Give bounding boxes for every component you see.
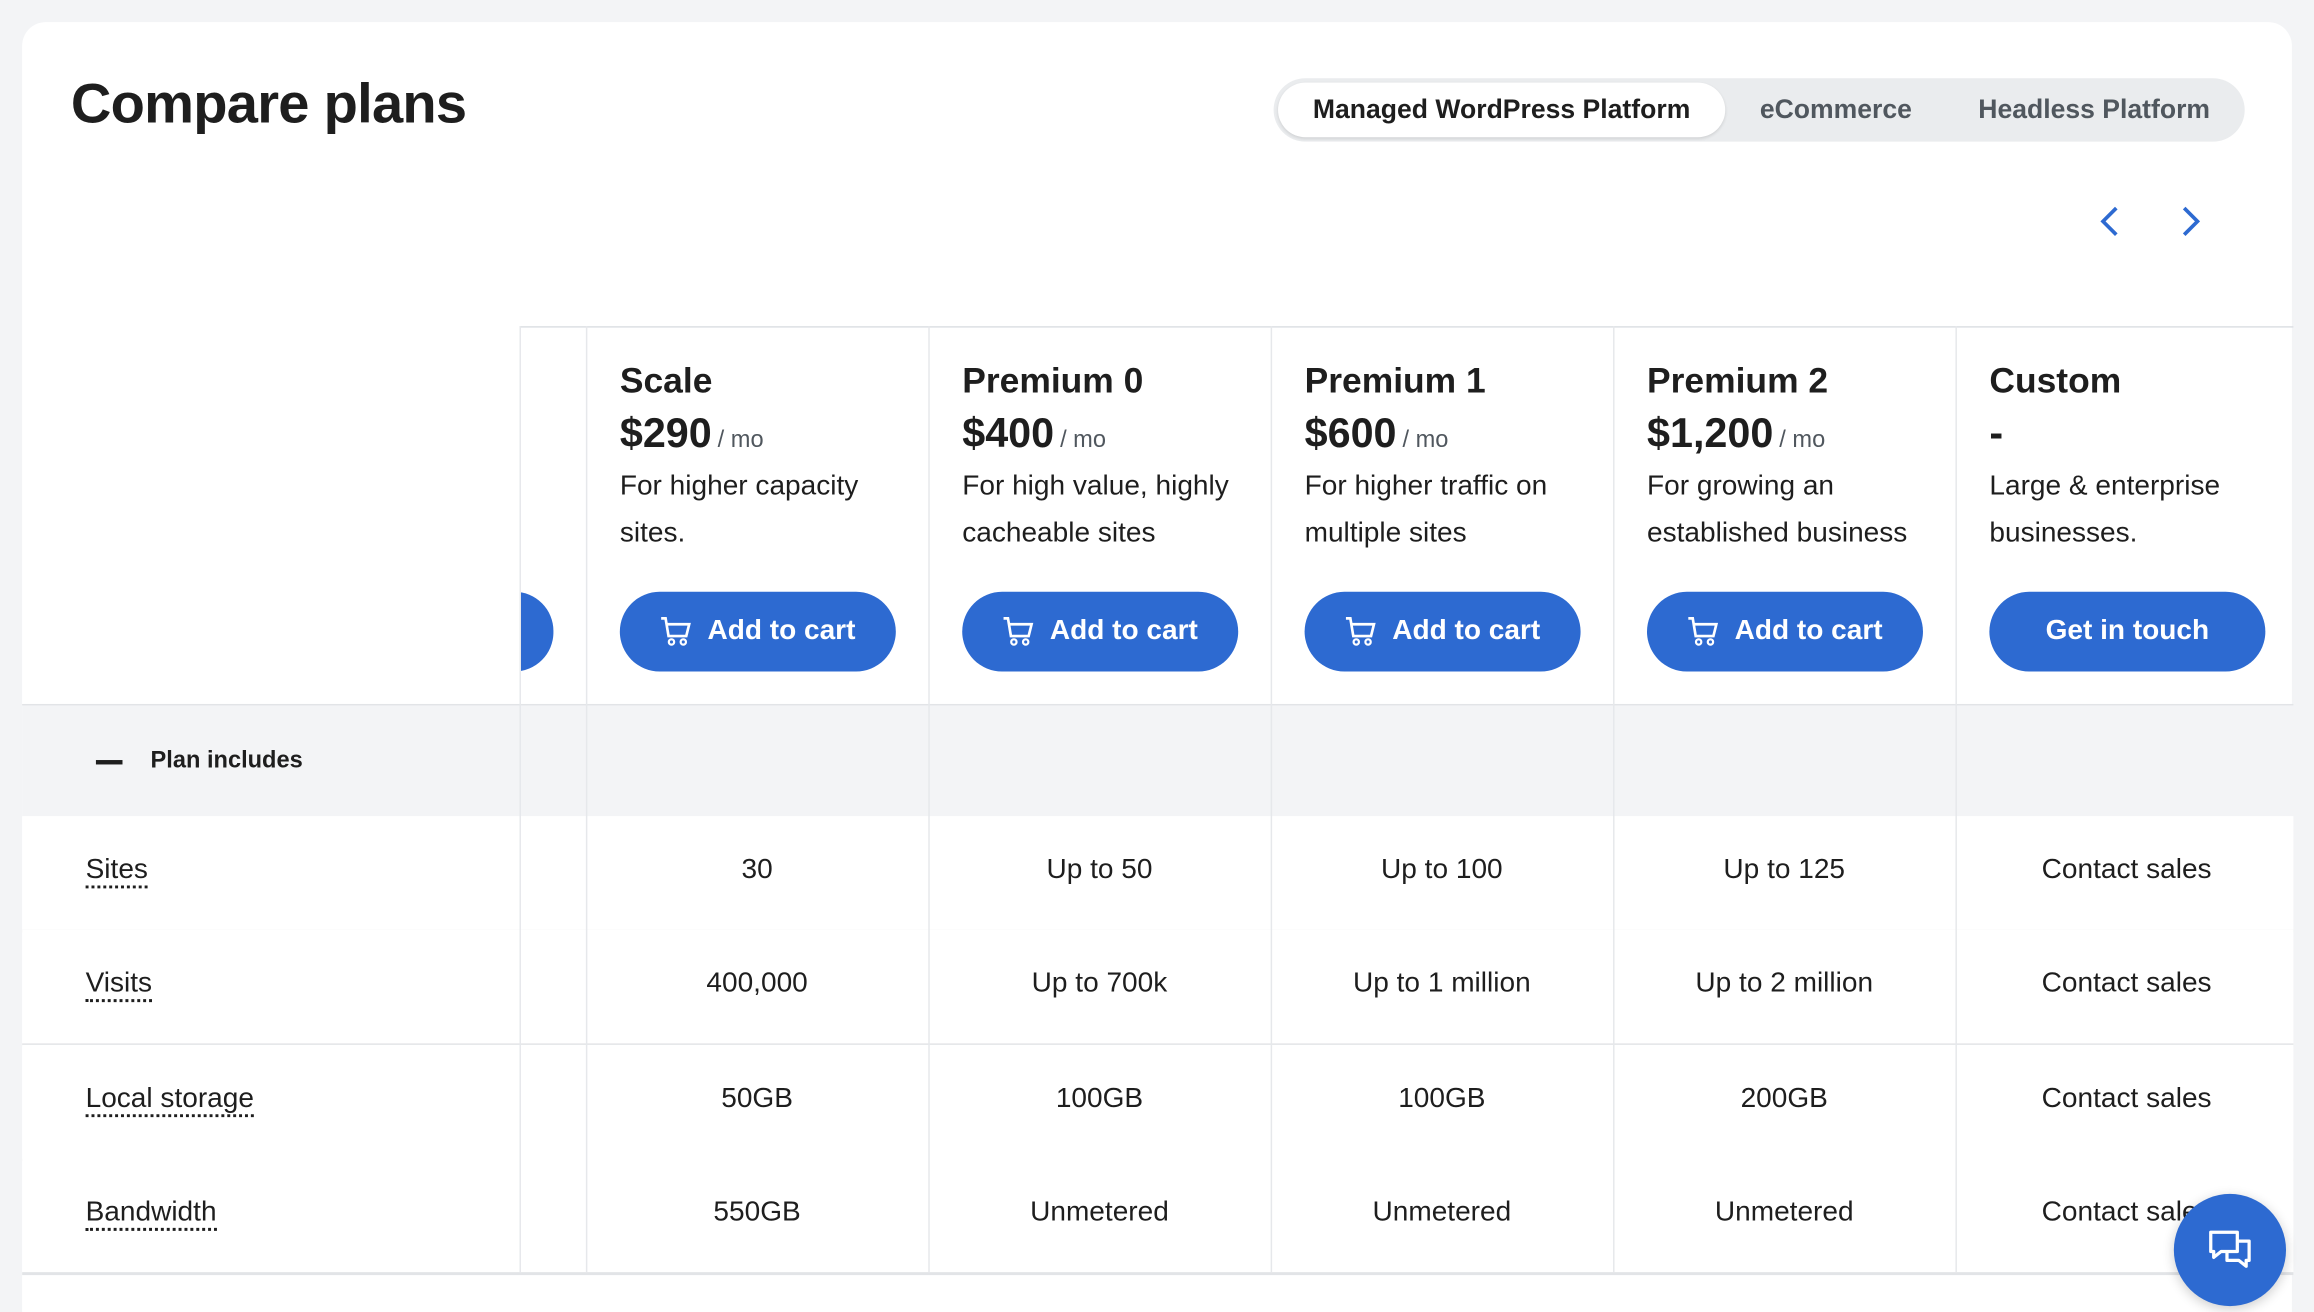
add-to-cart-button[interactable]: Add to cart [619, 591, 896, 672]
section-label: Plan includes [150, 748, 303, 774]
plan-description: For higher capacity sites. [619, 470, 859, 549]
table-cell: 30 [741, 854, 773, 886]
chat-button[interactable] [2173, 1193, 2287, 1307]
table-cell: Unmetered [1030, 1196, 1169, 1228]
cart-icon [661, 617, 692, 646]
divider [519, 326, 521, 1273]
table-cell: 200GB [1740, 1083, 1828, 1115]
add-to-cart-button[interactable]: Add to cart [1646, 591, 1923, 672]
row-label[interactable]: Sites [85, 855, 148, 889]
table-cell: 400,000 [706, 968, 808, 1000]
tab-managed-wordpress[interactable]: Managed WordPress Platform [1278, 82, 1726, 138]
row-label[interactable]: Bandwidth [85, 1198, 217, 1231]
button-label: Add to cart [1734, 615, 1883, 647]
divider [1955, 326, 1957, 1273]
table-cell: Up to 125 [1723, 854, 1846, 886]
tab-headless[interactable]: Headless Platform [1978, 94, 2211, 124]
plan-premium-2: Premium 2 $1,200/ mo For growing an esta… [1613, 328, 1955, 704]
row-label[interactable]: Local storage [85, 1084, 254, 1118]
tab-ecommerce[interactable]: eCommerce [1759, 94, 1912, 124]
plan-name: Custom [1989, 361, 2122, 402]
plan-name: Scale [619, 361, 713, 402]
table-row: Visits 400,000 Up to 700k Up to 1 million Up… [22, 929, 2294, 1047]
divider [1270, 326, 1273, 1273]
chevron-left-icon[interactable] [2091, 202, 2129, 240]
table-row: Sites 30 Up to 50 Up to 100 Up to 125 Contact… [22, 816, 2294, 933]
plan-name: Premium 1 [1304, 361, 1486, 402]
plan-period: / mo [1060, 427, 1106, 454]
plan-premium-1: Premium 1 $600/ mo For higher traffic on… [1271, 328, 1613, 704]
button-label: Add to cart [707, 615, 856, 647]
button-label: Add to cart [1049, 615, 1198, 647]
table-cell: Up to 700k [1031, 968, 1168, 1000]
get-in-touch-button[interactable]: Get in touch [1989, 591, 2266, 672]
table-cell: Up to 100 [1381, 854, 1503, 886]
table-cell: Up to 1 million [1353, 968, 1531, 1000]
cart-icon [1346, 617, 1377, 646]
table-row: Bandwidth 550GB Unmetered Unmetered Unmetere… [22, 1158, 2294, 1276]
plan-description: For high value, highly cacheable sites [962, 470, 1229, 549]
table-row: Local storage 50GB 100GB 100GB 200GB Contact … [22, 1044, 2294, 1162]
divider [1613, 326, 1615, 1273]
table-cell: Unmetered [1714, 1196, 1854, 1228]
plan-price: $290 [619, 410, 712, 457]
table-cell: Up to 50 [1046, 854, 1153, 886]
plan-period: / mo [1402, 427, 1449, 454]
plan-description: Large & enterprise businesses. [1989, 470, 2221, 549]
table-cell: 100GB [1398, 1083, 1486, 1115]
plan-description: For higher traffic on multiple sites [1304, 470, 1548, 549]
divider [585, 326, 588, 1273]
plan-includes-toggle[interactable]: Plan includes [22, 703, 2294, 818]
cart-icon [1004, 617, 1034, 646]
plan-period: / mo [717, 427, 764, 454]
plan-premium-0: Premium 0 $400/ mo For high value, highl… [928, 328, 1270, 704]
chevron-right-icon[interactable] [2171, 202, 2209, 240]
plan-scale: Scale $290/ mo For higher capacity sites… [586, 328, 928, 704]
table-cell: Contact sales [2041, 854, 2212, 886]
plan-name: Premium 2 [1646, 361, 1829, 402]
button-label: Get in touch [2045, 615, 2210, 647]
cart-icon [1688, 617, 1719, 646]
table-cell: 550GB [713, 1196, 801, 1228]
add-to-cart-button[interactable]: Add to cart [1304, 591, 1581, 672]
plan-price: $600 [1304, 410, 1397, 457]
table-cell: Up to 2 million [1695, 968, 1874, 1000]
add-to-cart-button[interactable]: Add to cart [962, 591, 1239, 672]
plan-price: $400 [962, 410, 1055, 457]
table-cell: 50GB [721, 1083, 793, 1115]
page-title: Compare plans [70, 73, 467, 136]
label-column-background [22, 560, 521, 709]
table-cell: 100GB [1055, 1083, 1144, 1115]
plan-custom: Custom - Large & enterprise businesses. … [1955, 328, 2297, 704]
divider [928, 326, 930, 1273]
row-label[interactable]: Visits [85, 969, 153, 1003]
collapse-icon [95, 760, 123, 765]
button-label: Add to cart [1392, 615, 1541, 647]
table-cell: Unmetered [1372, 1196, 1512, 1228]
table-cell: Contact sales [2041, 1083, 2212, 1115]
plan-period: / mo [1779, 427, 1826, 454]
chat-icon [2209, 1230, 2251, 1268]
plan-price: $1,200 [1646, 410, 1774, 457]
plan-description: For growing an established business [1646, 470, 1908, 549]
plan-name: Premium 0 [962, 361, 1144, 402]
plan-price: - [1989, 410, 2004, 457]
platform-tabs: Managed WordPress Platform eCommerce Hea… [1273, 78, 2245, 142]
table-cell: Contact sales [2041, 968, 2212, 1000]
table-header-border [519, 326, 2294, 328]
